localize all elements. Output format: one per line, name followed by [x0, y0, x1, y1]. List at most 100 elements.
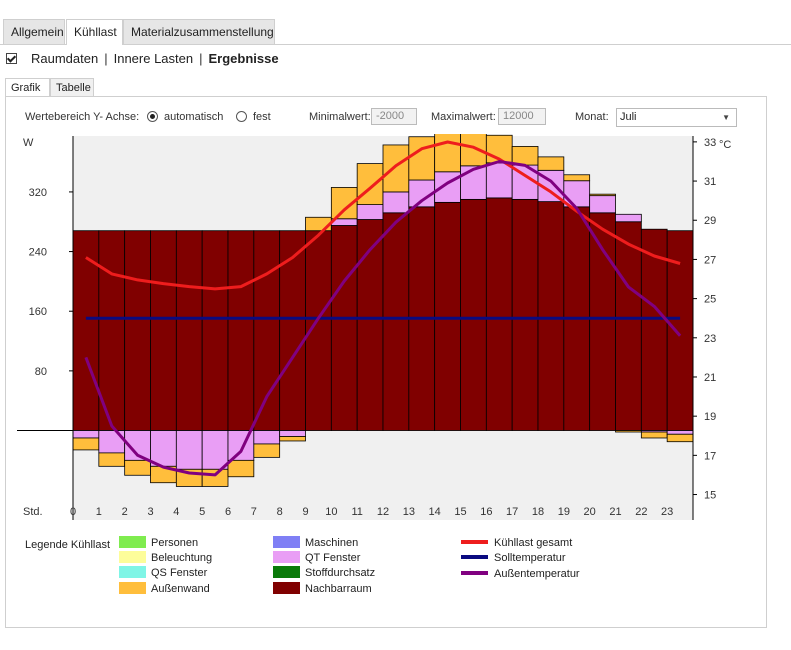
y-tick-label: 80: [35, 366, 47, 378]
bar-nachbarraum: [615, 221, 642, 431]
tab-allgemein[interactable]: Allgemein: [3, 19, 65, 44]
max-value-input[interactable]: 12000: [498, 108, 546, 125]
tab-grafik[interactable]: Grafik: [5, 78, 50, 97]
x-tick-label: 13: [403, 506, 415, 518]
bar-nachbarraum: [279, 230, 306, 431]
y2-tick-label: 23: [704, 333, 716, 345]
bar-qt-fenster: [615, 213, 642, 223]
bar-qt-fenster: [460, 165, 487, 200]
month-select-value: Juli: [620, 111, 637, 123]
bar-nachbarraum: [227, 230, 255, 431]
legend-label-maschinen: Maschinen: [305, 537, 359, 549]
legend-label-aussenwand: Außenwand: [151, 583, 210, 595]
check-icon[interactable]: [6, 52, 17, 64]
bar-nachbarraum: [589, 212, 616, 431]
legend-swatch-nachbarraum: [273, 582, 300, 594]
subnav-ergebnisse[interactable]: Ergebnisse: [208, 50, 279, 66]
bar-nachbarraum: [356, 219, 384, 431]
radio-automatisch[interactable]: [147, 111, 158, 122]
x-tick-label: 12: [377, 506, 389, 518]
bar-qt-fenster: [434, 171, 461, 203]
y-tick-label: 240: [29, 247, 47, 259]
bar-qt-fenster: [485, 162, 513, 199]
x-tick-label: 20: [584, 506, 596, 518]
bar-aussenwand: [72, 437, 100, 451]
legend-swatch-qt-fenster: [273, 551, 300, 563]
bar-aussenwand: [382, 144, 410, 193]
bar-aussenwand: [227, 459, 255, 478]
x-tick-label: 2: [122, 506, 128, 518]
x-tick-label: 19: [558, 506, 570, 518]
legend-title: Legende Kühllast: [25, 539, 111, 551]
bar-aussenwand: [305, 216, 332, 232]
legend-swatch-maschinen: [273, 536, 300, 548]
bar-aussenwand: [537, 156, 565, 171]
bar-qt-fenster: [666, 430, 694, 435]
y2-axis-label: °C: [719, 139, 731, 151]
x-tick-label: 16: [480, 506, 492, 518]
bar-nachbarraum: [330, 225, 358, 431]
chevron-down-icon: ▼: [722, 113, 730, 122]
y2-tick-label: 31: [704, 176, 716, 188]
subnav: Raumdaten | Innere Lasten | Ergebnisse: [6, 50, 279, 66]
tab-kuehllast[interactable]: Kühllast: [66, 19, 123, 45]
bar-qt-fenster: [98, 430, 126, 454]
y-range-label: Wertebereich Y- Achse:: [25, 111, 140, 123]
x-tick-label: 11: [351, 506, 362, 518]
max-label: Maximalwert:: [431, 111, 496, 123]
bar-qt-fenster: [589, 195, 616, 214]
legend-label-stoffdurchsatz: Stoffdurchsatz: [305, 567, 376, 579]
bar-aussenwand: [589, 193, 616, 197]
subnav-separator: |: [199, 50, 203, 66]
x-tick-label: 10: [325, 506, 337, 518]
legend-swatch-personen: [119, 536, 146, 548]
x-tick-label: 0: [70, 506, 76, 518]
y2-tick-label: 17: [704, 450, 716, 462]
x-tick-label: 4: [173, 506, 179, 518]
x-tick-label: 9: [302, 506, 308, 518]
x-tick-label: 7: [251, 506, 257, 518]
y2-tick-label: 29: [704, 215, 716, 227]
top-tab-bar: Allgemein Kühllast Materialzusammenstell…: [0, 0, 791, 45]
bar-qt-fenster: [72, 430, 100, 439]
x-tick-label: 14: [429, 506, 441, 518]
bar-aussenwand: [124, 459, 151, 476]
bar-nachbarraum: [124, 230, 151, 431]
legend-swatch-stoffdurchsatz: [273, 566, 300, 578]
x-tick-label: 17: [506, 506, 518, 518]
tab-materialzusammenstellung[interactable]: Materialzusammenstellung: [123, 19, 275, 44]
bar-nachbarraum: [434, 201, 461, 431]
bar-nachbarraum: [382, 212, 410, 431]
bar-qt-fenster: [150, 430, 177, 467]
tab-tabelle[interactable]: Tabelle: [50, 78, 94, 96]
min-value-input[interactable]: -2000: [371, 108, 417, 125]
bar-nachbarraum: [666, 230, 694, 431]
x-tick-label: 3: [147, 506, 153, 518]
bar-nachbarraum: [253, 230, 281, 431]
month-select[interactable]: Juli ▼: [616, 108, 737, 127]
legend-line-aussentemperatur: [461, 571, 488, 575]
automatisch-label: automatisch: [164, 111, 224, 123]
y2-tick-label: 19: [704, 411, 716, 423]
subnav-raumdaten[interactable]: Raumdaten: [31, 50, 99, 66]
min-label: Minimalwert:: [309, 111, 371, 123]
x-tick-label: 1: [96, 506, 102, 518]
subnav-innere-lasten[interactable]: Innere Lasten: [113, 50, 194, 66]
bar-nachbarraum: [485, 197, 513, 431]
bar-qt-fenster: [253, 430, 281, 445]
subnav-separator: |: [104, 50, 108, 66]
bar-nachbarraum: [175, 230, 203, 431]
bar-aussenwand: [666, 433, 694, 443]
radio-fest[interactable]: [236, 111, 247, 122]
x-tick-label: 15: [454, 506, 466, 518]
legend-swatch-beleuchtung: [119, 551, 146, 563]
line-aussentemperatur: [84, 160, 682, 477]
y-axis-label: W: [23, 137, 34, 149]
bar-aussenwand: [563, 174, 591, 182]
bar-nachbarraum: [150, 230, 177, 431]
bar-nachbarraum: [537, 201, 565, 431]
x-tick-label: 5: [199, 506, 205, 518]
y-tick-label: 320: [29, 187, 47, 199]
bar-aussenwand: [98, 452, 126, 467]
